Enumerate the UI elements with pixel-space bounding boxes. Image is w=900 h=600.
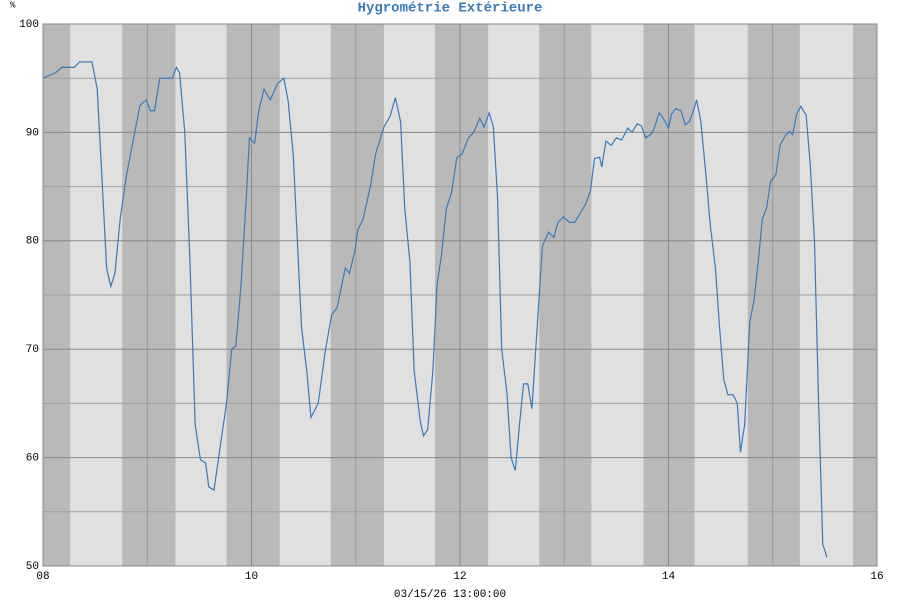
y-unit: % — [10, 0, 16, 10]
y-tick-label: 100 — [19, 19, 39, 31]
y-tick-label: 50 — [26, 561, 39, 573]
y-tick-label: 80 — [26, 236, 39, 248]
plot-border — [42, 23, 878, 567]
y-tick-label: 90 — [26, 127, 39, 139]
x-tick-label: 08 — [36, 571, 49, 583]
y-tick-label: 60 — [26, 453, 39, 465]
chart-title: Hygrométrie Extérieure — [358, 1, 543, 17]
x-tick-label: 14 — [662, 571, 676, 583]
x-tick-label: 16 — [870, 571, 883, 583]
x-tick-label: 10 — [245, 571, 258, 583]
data-line — [42, 61, 828, 558]
x-tick-label: 12 — [453, 571, 466, 583]
x-axis-label: 03/15/26 13:00:00 — [394, 589, 506, 600]
y-tick-label: 70 — [26, 344, 39, 356]
